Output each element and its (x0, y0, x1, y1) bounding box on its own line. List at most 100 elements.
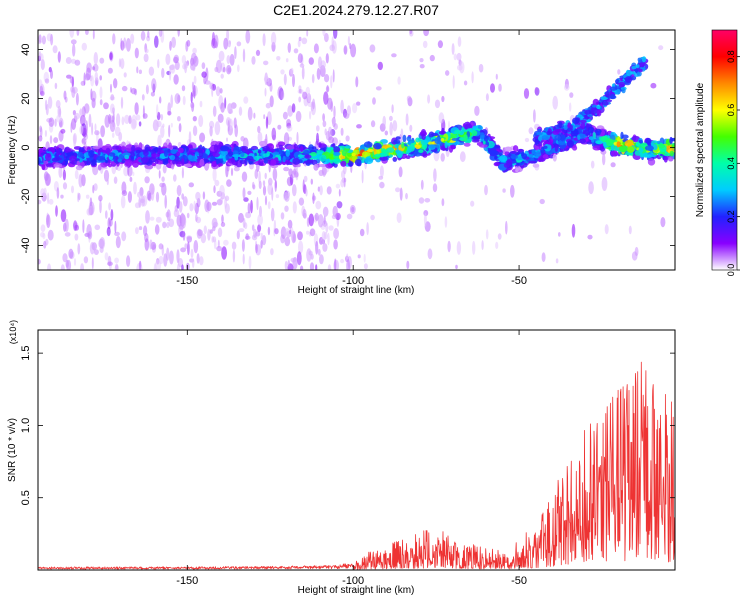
heatmap-noise-point (389, 121, 393, 136)
heatmap-noise-point (94, 123, 97, 132)
heatmap-noise-point (271, 127, 277, 141)
heatmap-ridge-point (579, 138, 587, 144)
heatmap-noise-point (75, 92, 79, 106)
heatmap-noise-point (326, 85, 329, 93)
heatmap-ridge-point (178, 147, 184, 153)
heatmap-noise-point (280, 234, 285, 244)
heatmap-noise-point (181, 264, 184, 270)
heatmap-noise-point (181, 85, 186, 92)
heatmap-noise-point (264, 195, 268, 206)
heatmap-ridge-point (66, 152, 75, 156)
heatmap-noise-point (236, 230, 240, 240)
y-tick-label: -20 (20, 189, 32, 205)
heatmap-ridge-point (278, 144, 283, 149)
heatmap-ridge-point (151, 153, 161, 158)
heatmap-noise-point (52, 45, 58, 54)
heatmap-noise-point (134, 88, 137, 96)
heatmap-noise-point (74, 169, 79, 180)
heatmap-noise-point (181, 167, 184, 179)
heatmap-ridge-point (354, 158, 362, 166)
heatmap-noise-point (120, 40, 125, 51)
heatmap-noise-point (293, 233, 297, 243)
heatmap-ridge-point (278, 149, 282, 155)
heatmap-noise-point (370, 120, 376, 128)
heatmap-ridge-point (212, 152, 220, 158)
heatmap-ridge-point (258, 140, 268, 147)
heatmap-noise-point (284, 228, 290, 237)
heatmap-noise-point (217, 227, 223, 238)
heatmap-noise-point (274, 228, 279, 235)
heatmap-noise-point (422, 40, 428, 49)
heatmap-noise-point (43, 187, 47, 197)
heatmap-noise-point (165, 211, 170, 218)
heatmap-ridge-point (121, 141, 126, 148)
heatmap-noise-point (457, 36, 462, 47)
heatmap-ridge-point (213, 144, 219, 152)
heatmap-noise-point (552, 95, 558, 110)
spectrogram-panel: -150 -100 -50 -40 -20 0 20 40 Height of straigh… (7, 29, 676, 296)
heatmap-noise-point (173, 209, 180, 218)
heatmap-noise-point (372, 97, 376, 105)
heatmap-noise-point (47, 229, 54, 241)
heatmap-noise-point (140, 195, 146, 207)
heatmap-noise-point (189, 203, 194, 212)
heatmap-noise-point (474, 105, 480, 116)
heatmap-noise-point (340, 258, 345, 264)
y-tick-label: -40 (20, 238, 32, 254)
heatmap-noise-point (346, 105, 351, 116)
heatmap-noise-point (315, 241, 319, 255)
heatmap-ridge-point (184, 163, 193, 168)
heatmap-ridge-point (657, 140, 661, 145)
heatmap-noise-point (159, 96, 162, 104)
heatmap-ridge-point (494, 155, 498, 160)
heatmap-noise-point (113, 176, 118, 184)
heatmap-noise-point (222, 66, 226, 73)
heatmap-noise-point (64, 218, 69, 232)
heatmap-noise-point (134, 102, 139, 115)
heatmap-noise-point (83, 256, 89, 264)
heatmap-ridge-point (543, 143, 552, 152)
heatmap-branch-point (574, 124, 581, 128)
heatmap-noise-point (389, 115, 393, 122)
heatmap-branch-point (580, 122, 586, 128)
heatmap-ridge-point (124, 154, 130, 160)
heatmap-branch-point (631, 65, 637, 70)
heatmap-noise-point (90, 88, 93, 101)
heatmap-ridge-point (658, 143, 665, 149)
heatmap-noise-point (85, 194, 90, 199)
heatmap-noise-point (384, 130, 388, 136)
heatmap-noise-point (451, 43, 455, 55)
heatmap-noise-point (427, 94, 431, 104)
heatmap-ridge-point (395, 136, 401, 140)
heatmap-ridge-point (195, 151, 199, 156)
heatmap-noise-point (658, 45, 664, 51)
heatmap-noise-point (214, 34, 219, 49)
heatmap-ridge-point (392, 156, 398, 162)
heatmap-noise-point (110, 83, 112, 93)
heatmap-branch-point (538, 135, 543, 142)
heatmap-ridge-point (144, 164, 154, 170)
heatmap-noise-point (182, 95, 186, 106)
heatmap-noise-point (463, 80, 468, 86)
heatmap-noise-point (219, 88, 223, 94)
heatmap-noise-point (44, 78, 50, 84)
heatmap-noise-point (377, 61, 383, 71)
heatmap-noise-point (92, 66, 96, 71)
heatmap-noise-point (111, 132, 115, 138)
heatmap-noise-point (144, 238, 150, 251)
heatmap-noise-point (155, 216, 162, 223)
heatmap-noise-point (72, 132, 77, 145)
heatmap-noise-point (164, 194, 167, 209)
heatmap-ridge-point (454, 129, 462, 134)
heatmap-branch-point (569, 124, 573, 130)
colorbar-tick-label: 0.8 (726, 50, 736, 63)
heatmap-noise-point (62, 182, 68, 190)
heatmap-noise-point (107, 67, 113, 74)
heatmap-noise-point (238, 106, 243, 116)
heatmap-noise-point (192, 47, 197, 54)
heatmap-noise-point (168, 218, 175, 228)
heatmap-noise-point (149, 216, 155, 221)
heatmap-noise-point (328, 225, 334, 231)
heatmap-noise-point (65, 57, 72, 64)
heatmap-noise-point (71, 185, 74, 194)
